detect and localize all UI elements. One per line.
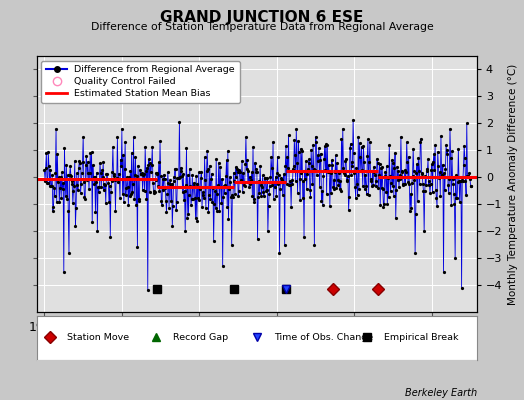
Text: Empirical Break: Empirical Break [385,333,459,342]
Text: Station Move: Station Move [68,333,129,342]
Text: Difference of Station Temperature Data from Regional Average: Difference of Station Temperature Data f… [91,22,433,32]
Y-axis label: Monthly Temperature Anomaly Difference (°C): Monthly Temperature Anomaly Difference (… [508,63,518,305]
Text: Time of Obs. Change: Time of Obs. Change [275,333,374,342]
Text: Record Gap: Record Gap [173,333,228,342]
Text: GRAND JUNCTION 6 ESE: GRAND JUNCTION 6 ESE [160,10,364,25]
Legend: Difference from Regional Average, Quality Control Failed, Estimated Station Mean: Difference from Regional Average, Qualit… [41,61,240,103]
Text: Berkeley Earth: Berkeley Earth [405,388,477,398]
